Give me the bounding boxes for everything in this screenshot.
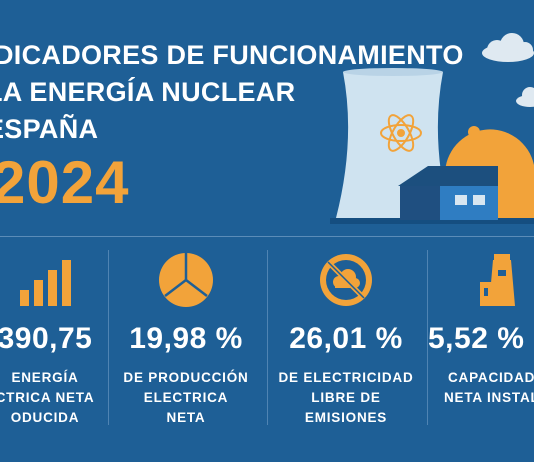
stat-label: ENERGÍA CTRICA NETA ODUCIDA xyxy=(0,370,95,425)
ground xyxy=(330,218,534,224)
cloud-icon xyxy=(516,87,534,107)
column-divider xyxy=(267,250,268,425)
divider xyxy=(0,236,534,237)
column-divider xyxy=(427,250,428,425)
stat-value: 19,98 % xyxy=(129,322,243,355)
cloud-icon xyxy=(482,33,534,62)
stat-label: CAPACIDAD NETA INSTALA xyxy=(444,370,534,405)
page-title: DICADORES DE FUNCIONAMIENTO LA ENERGÍA N… xyxy=(0,38,464,149)
stat-value: 5,52 % xyxy=(428,322,525,355)
stat-installed-capacity: 5,52 % CAPACIDAD NETA INSTALA xyxy=(428,250,534,408)
stat-production-share: 19,98 % DE PRODUCCIÓN ELECTRICA NETA xyxy=(106,250,266,428)
atom-icon xyxy=(380,114,422,152)
title-line-2: LA ENERGÍA NUCLEAR xyxy=(0,77,296,107)
year-label: 2024 xyxy=(0,149,130,216)
stat-emission-free: 26,01 % DE ELECTRICIDAD LIBRE DE EMISION… xyxy=(266,250,426,428)
nuclear-plant-illustration xyxy=(330,33,534,224)
title-line-1: DICADORES DE FUNCIONAMIENTO xyxy=(0,40,464,70)
stat-energy-produced: 390,75 ENERGÍA CTRICA NETA ODUCIDA xyxy=(0,250,125,428)
stat-value: 26,01 % xyxy=(289,322,403,355)
bar-chart-icon xyxy=(20,260,71,306)
stat-value: 390,75 xyxy=(0,322,93,355)
stat-label: DE PRODUCCIÓN ELECTRICA NETA xyxy=(123,370,249,425)
pie-chart-icon xyxy=(159,253,213,307)
column-divider xyxy=(108,250,109,425)
title-line-3: ESPAÑA xyxy=(0,114,99,144)
stat-label: DE ELECTRICIDAD LIBRE DE EMISIONES xyxy=(278,370,414,425)
building xyxy=(398,166,498,220)
no-emissions-icon xyxy=(320,254,372,306)
power-plant-icon xyxy=(480,254,515,306)
